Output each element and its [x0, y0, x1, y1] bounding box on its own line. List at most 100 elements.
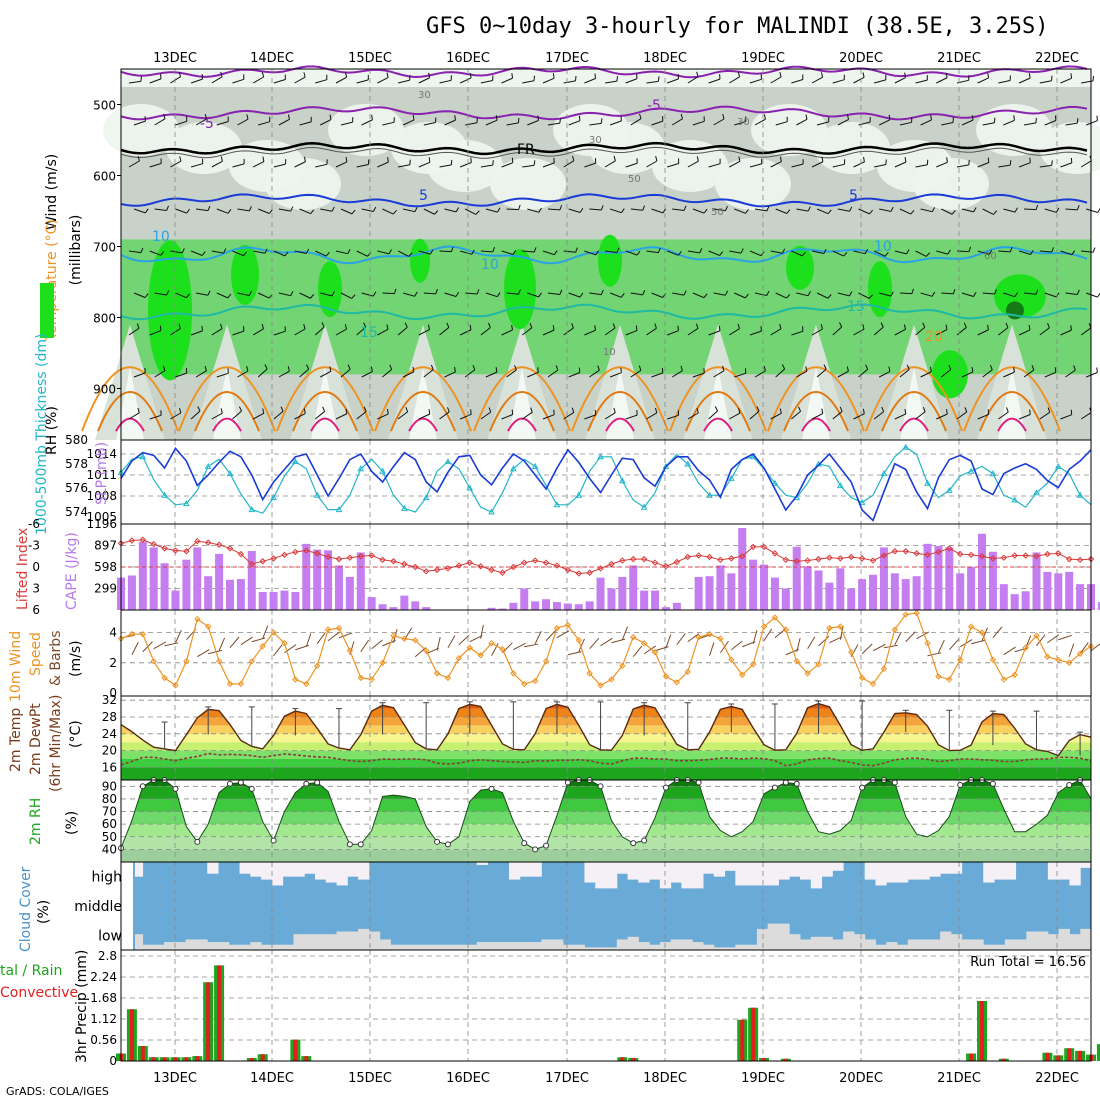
li-point: [477, 563, 484, 570]
wind-barb: [894, 413, 906, 420]
precip-tick: 0.56: [90, 1033, 117, 1047]
wind-barb-feather: [971, 366, 974, 373]
wind-barb: [646, 160, 658, 168]
wind-barb-feather: [779, 408, 782, 414]
wind-barb: [340, 368, 351, 378]
wind-barb-feather: [946, 157, 948, 163]
wind-barb-feather: [849, 206, 853, 212]
wind-barb: [338, 632, 353, 639]
cloud-low-bar: [735, 944, 747, 950]
wind-barb: [1047, 634, 1060, 644]
wind-barb: [1039, 80, 1052, 84]
wind-barb-feather: [207, 290, 211, 296]
wind-barb-feather: [922, 406, 926, 412]
li-point: [281, 551, 288, 559]
wind-barb: [915, 250, 927, 257]
wind-barb: [149, 163, 162, 168]
cape-bar: [160, 563, 169, 610]
cloud-ylabel: Cloud Cover: [18, 866, 34, 952]
wind-barb: [216, 372, 229, 378]
wind-barb: [154, 208, 167, 211]
wind-barb: [237, 118, 249, 126]
rh-point: [957, 782, 964, 789]
cloud-low-bar: [907, 939, 920, 950]
cape-bar: [552, 602, 561, 610]
wind-barb: [563, 160, 575, 168]
wind-barb-feather: [904, 408, 907, 415]
cloud-low-bar: [972, 939, 984, 950]
wind-barb-feather: [1035, 289, 1039, 295]
wind-barb: [547, 369, 559, 378]
wind-speed-point: [793, 658, 800, 665]
wind-barb: [915, 411, 926, 420]
wind-barb: [651, 292, 663, 298]
thickness-point: [444, 458, 452, 465]
wind-barb-feather: [946, 409, 948, 415]
wind-barb-feather: [393, 288, 397, 294]
wind-speed-point: [139, 630, 147, 638]
wind-barb: [218, 637, 226, 651]
wind-barb: [752, 630, 758, 644]
temp-band: [121, 717, 1091, 726]
wind-barb: [775, 368, 785, 378]
wind-barb: [754, 208, 767, 212]
wind-barb: [480, 250, 493, 253]
wind-barb: [692, 208, 705, 214]
cloud-high-clear: [207, 862, 219, 874]
wind-barb-feather: [428, 72, 431, 78]
cloud-high-clear: [1080, 862, 1092, 868]
cloud-low-bar: [681, 939, 693, 950]
li-point: [248, 560, 255, 568]
cape-bar: [716, 565, 725, 610]
wind-barb: [796, 292, 809, 297]
wind-barb: [252, 412, 265, 420]
cape-bar: [738, 528, 747, 610]
li-point: [379, 556, 386, 564]
wind-barb: [861, 643, 873, 655]
cloud-low-bar: [422, 944, 435, 950]
cloud-low-bar: [358, 928, 370, 950]
wind-barb: [542, 414, 555, 420]
minmax-ylabel: (6hr Min/Max): [48, 695, 64, 792]
cape-bar: [988, 551, 997, 610]
wind-barb-feather: [492, 246, 496, 253]
isotherm-20: [178, 366, 276, 432]
li-point: [542, 559, 550, 566]
cloud-low-bar: [401, 944, 413, 950]
wind-barb-feather: [571, 155, 575, 161]
wind-barb: [485, 371, 498, 378]
precip-convective-bar: [1056, 1055, 1061, 1061]
wind-barb-feather: [801, 251, 806, 257]
wind-barb: [899, 121, 912, 126]
precip-convective-bar: [1045, 1052, 1050, 1061]
wind-barb-feather: [166, 290, 170, 296]
wind-barb-feather: [488, 407, 492, 413]
thickness-point: [597, 453, 604, 460]
li-point: [749, 543, 757, 551]
wind-barb-feather: [511, 73, 514, 79]
panel-frame: [120, 439, 1092, 525]
li-point: [967, 551, 975, 559]
contour-label: 5: [419, 188, 428, 204]
wind-barb: [998, 250, 1011, 253]
wind-barb-feather: [476, 289, 480, 295]
wind-barb: [940, 369, 952, 378]
wind-barb: [956, 327, 967, 336]
wind-barb: [563, 80, 576, 84]
wind-barb-feather: [455, 207, 460, 213]
wind-barb: [858, 121, 871, 126]
cape-bar: [792, 546, 801, 610]
isotherm-20: [963, 366, 1061, 432]
wind-barb-feather: [322, 406, 326, 412]
rh-ylabel-unit: (%): [64, 811, 80, 835]
temp-tick: 16: [102, 760, 117, 774]
wind-barb-feather: [303, 408, 306, 414]
rh-top-band: [121, 69, 1091, 87]
cape-tick: 598: [94, 560, 117, 574]
wind-barb: [878, 371, 891, 378]
wind-barb: [894, 250, 907, 255]
wind-barb: [527, 208, 539, 213]
wind-barb: [229, 636, 240, 649]
wind-barb: [837, 208, 850, 212]
wind-barb-feather: [642, 205, 646, 211]
